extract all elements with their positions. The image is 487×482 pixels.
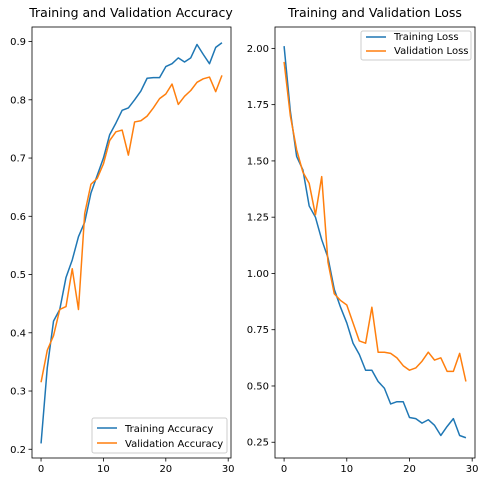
loss-plot-frame (274, 26, 476, 459)
accuracy-series (40, 42, 223, 444)
loss-legend-box (360, 30, 472, 61)
accuracy-axis-ticks: 0 10 20 30 0.2 0.3 0.4 0.5 0.6 0.7 0.8 0.9 (10, 37, 234, 475)
loss-y-tick-label: 0.75 (247, 325, 269, 336)
accuracy-legend-box (91, 417, 228, 454)
accuracy-y-tick-label: 0.9 (10, 37, 26, 48)
accuracy-y-tick-label: 0.7 (10, 154, 26, 165)
loss-y-tick-label: 0.25 (247, 438, 269, 449)
accuracy-chart-title: Training and Validation Accuracy (28, 5, 233, 20)
accuracy-legend: Training Accuracy Validation Accuracy (91, 417, 228, 454)
loss-x-tick-label: 0 (281, 464, 287, 475)
accuracy-y-tick-label: 0.8 (10, 95, 26, 106)
accuracy-x-tick-label: 20 (159, 464, 172, 475)
loss-x-tick-label: 30 (466, 464, 479, 475)
loss-chart-title: Training and Validation Loss (287, 5, 462, 20)
loss-y-tick-label: 0.50 (247, 381, 269, 392)
legend-label-training-accuracy: Training Accuracy (124, 424, 213, 435)
loss-legend: Training Loss Validation Loss (360, 30, 472, 61)
accuracy-y-tick-label: 0.6 (10, 212, 26, 223)
legend-label-validation-loss: Validation Loss (394, 46, 469, 57)
accuracy-y-tick-label: 0.2 (10, 445, 26, 456)
accuracy-y-tick-label: 0.3 (10, 387, 26, 398)
accuracy-plot-frame (31, 26, 232, 459)
loss-axis-ticks: 0 10 20 30 0.25 0.50 0.75 1.00 1.25 1.50 1.75 2.00 (247, 44, 479, 475)
loss-y-tick-label: 1.50 (247, 156, 269, 167)
loss-series-line-validation (283, 61, 467, 382)
loss-y-tick-label: 2.00 (247, 44, 269, 55)
loss-chart: Training and Validation Loss 0 10 20 30 0.25… (247, 5, 479, 475)
accuracy-y-tick-label: 0.4 (10, 328, 26, 339)
loss-x-tick-label: 10 (340, 464, 353, 475)
accuracy-x-tick-label: 10 (97, 464, 110, 475)
accuracy-y-tick-label: 0.5 (10, 270, 26, 281)
accuracy-x-tick-label: 30 (222, 464, 235, 475)
loss-y-tick-label: 1.75 (247, 100, 269, 111)
loss-y-tick-label: 1.00 (247, 269, 269, 280)
accuracy-chart: Training and Validation Accuracy 0 10 20 30… (10, 5, 234, 475)
accuracy-series-line-validation (40, 75, 223, 383)
loss-x-tick-label: 20 (403, 464, 416, 475)
loss-y-tick-label: 1.25 (247, 213, 269, 224)
accuracy-series-line-training (40, 42, 223, 444)
legend-label-validation-accuracy: Validation Accuracy (125, 439, 223, 450)
accuracy-x-tick-label: 0 (38, 464, 44, 475)
loss-series (283, 46, 467, 439)
legend-label-training-loss: Training Loss (393, 32, 459, 43)
loss-series-line-training (283, 46, 467, 439)
